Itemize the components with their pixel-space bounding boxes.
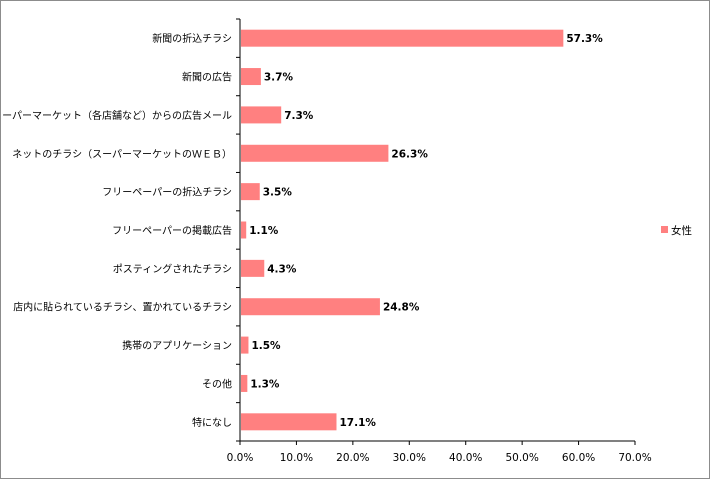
- bar-series: [241, 29, 564, 431]
- data-label: 24.8%: [383, 302, 420, 314]
- data-labels: 57.3% 3.7% 7.3% 26.3% 3.5% 1.1% 4.3% 24.8% 1.5% 1…: [249, 33, 603, 429]
- category-label: フリーペーパーの掲載広告: [112, 224, 232, 237]
- data-label: 3.7%: [264, 72, 294, 84]
- category-label: ネットのチラシ（スーパーマーケットのＷＥＢ）: [12, 148, 232, 160]
- data-label: 1.3%: [250, 378, 280, 390]
- data-label: 26.3%: [391, 148, 428, 160]
- legend-label: 女性: [671, 224, 692, 237]
- category-label: 新聞の折込チラシ: [152, 32, 232, 45]
- category-label: 携帯のアプリケーション: [122, 339, 232, 352]
- x-ticks: 0.0% 10.0% 20.0% 30.0% 40.0% 50.0% 60.0% 70.0%: [227, 18, 652, 464]
- bar: [241, 259, 265, 277]
- bar: [241, 298, 380, 316]
- bar: [241, 106, 282, 124]
- category-label: ポスティングされたチラシ: [113, 262, 232, 275]
- bar: [241, 183, 260, 201]
- data-label: 4.3%: [267, 263, 297, 275]
- bar: [241, 221, 247, 239]
- x-tick-label: 30.0%: [393, 452, 426, 464]
- bar: [241, 29, 564, 47]
- x-tick-label: 50.0%: [505, 452, 538, 464]
- category-label: 新聞の広告: [182, 71, 232, 84]
- bar: [241, 413, 337, 431]
- category-label: 店内に貼られているチラシ、置かれているチラシ: [13, 301, 232, 314]
- x-tick-label: 20.0%: [336, 452, 369, 464]
- category-label: その他: [202, 377, 232, 390]
- category-label: スーパーマーケット（各店舗など）からの広告メール: [1, 109, 232, 122]
- x-tick-label: 60.0%: [562, 452, 595, 464]
- data-label: 57.3%: [566, 33, 603, 45]
- x-tick-label: 40.0%: [449, 452, 482, 464]
- data-label: 1.1%: [249, 225, 279, 237]
- data-label: 7.3%: [284, 110, 314, 122]
- data-label: 17.1%: [339, 417, 376, 429]
- data-label: 1.5%: [251, 340, 281, 352]
- data-label: 3.5%: [263, 187, 293, 199]
- category-label: フリーペーパーの折込チラシ: [102, 186, 232, 199]
- x-tick-label: 70.0%: [618, 452, 651, 464]
- legend-swatch: [661, 226, 668, 233]
- chart-axes: [239, 19, 635, 442]
- category-label: 特になし: [192, 417, 232, 429]
- bar: [241, 374, 248, 392]
- bar: [241, 144, 389, 162]
- x-tick-label: 10.0%: [280, 452, 313, 464]
- category-labels: 新聞の折込チラシ新聞の広告スーパーマーケット（各店舗など）からの広告メールネット…: [1, 32, 232, 429]
- bar: [241, 336, 249, 354]
- legend: 女性: [661, 224, 692, 237]
- bar: [241, 68, 261, 86]
- x-tick-label: 0.0%: [227, 452, 254, 464]
